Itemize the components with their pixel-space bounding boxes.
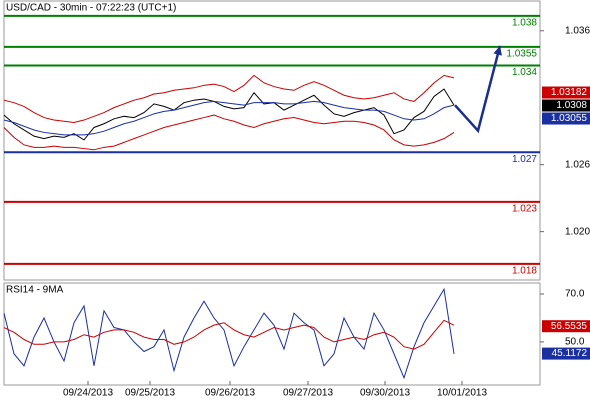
value-marker-label: 56.5535 [551,321,588,332]
rsi-title: RSI14 - 9MA [6,285,64,296]
y-tick-label: 50.0 [565,337,585,348]
value-marker [542,86,590,99]
value-marker [542,320,590,333]
series-line [3,319,455,350]
value-marker [542,112,590,125]
x-tick-label: 09/30/2013 [360,388,410,399]
y-tick-label: 1.0206 [565,226,590,237]
projection-arrowhead [493,45,502,56]
series-line [3,287,455,380]
projection-line [454,45,502,134]
y-tick-label: 1.026 [565,159,590,170]
level-label: 1.034 [512,67,537,78]
series-line [3,100,455,136]
rsi-panel [3,282,541,386]
chart-title: USD/CAD - 30min - 07:22:23 (UTC+1) [6,3,176,14]
main-panel [3,0,541,281]
value-marker-label: 1.03055 [551,113,588,124]
value-marker-label: 1.0308 [556,100,587,111]
x-tick-label: 10/01/2013 [437,388,487,399]
series-line [3,74,455,124]
x-tick-label: 09/27/2013 [283,388,333,399]
level-label: 1.018 [512,266,537,277]
y-tick-label: 1.0368 [565,25,590,36]
value-marker-label: 45.1172 [552,348,588,359]
x-tick-label: 09/25/2013 [125,388,175,399]
series-line [3,88,455,141]
value-marker [542,347,590,360]
x-tick-label: 09/26/2013 [205,388,255,399]
level-label: 1.0355 [506,49,537,60]
x-tick-label: 09/24/2013 [63,388,113,399]
y-tick-label: 70.0 [565,289,585,300]
level-label: 1.023 [512,204,537,215]
level-label: 1.038 [512,18,537,29]
value-marker-label: 1.03182 [551,87,588,98]
series-line [3,114,455,151]
level-label: 1.027 [512,154,537,165]
value-marker [542,99,590,112]
